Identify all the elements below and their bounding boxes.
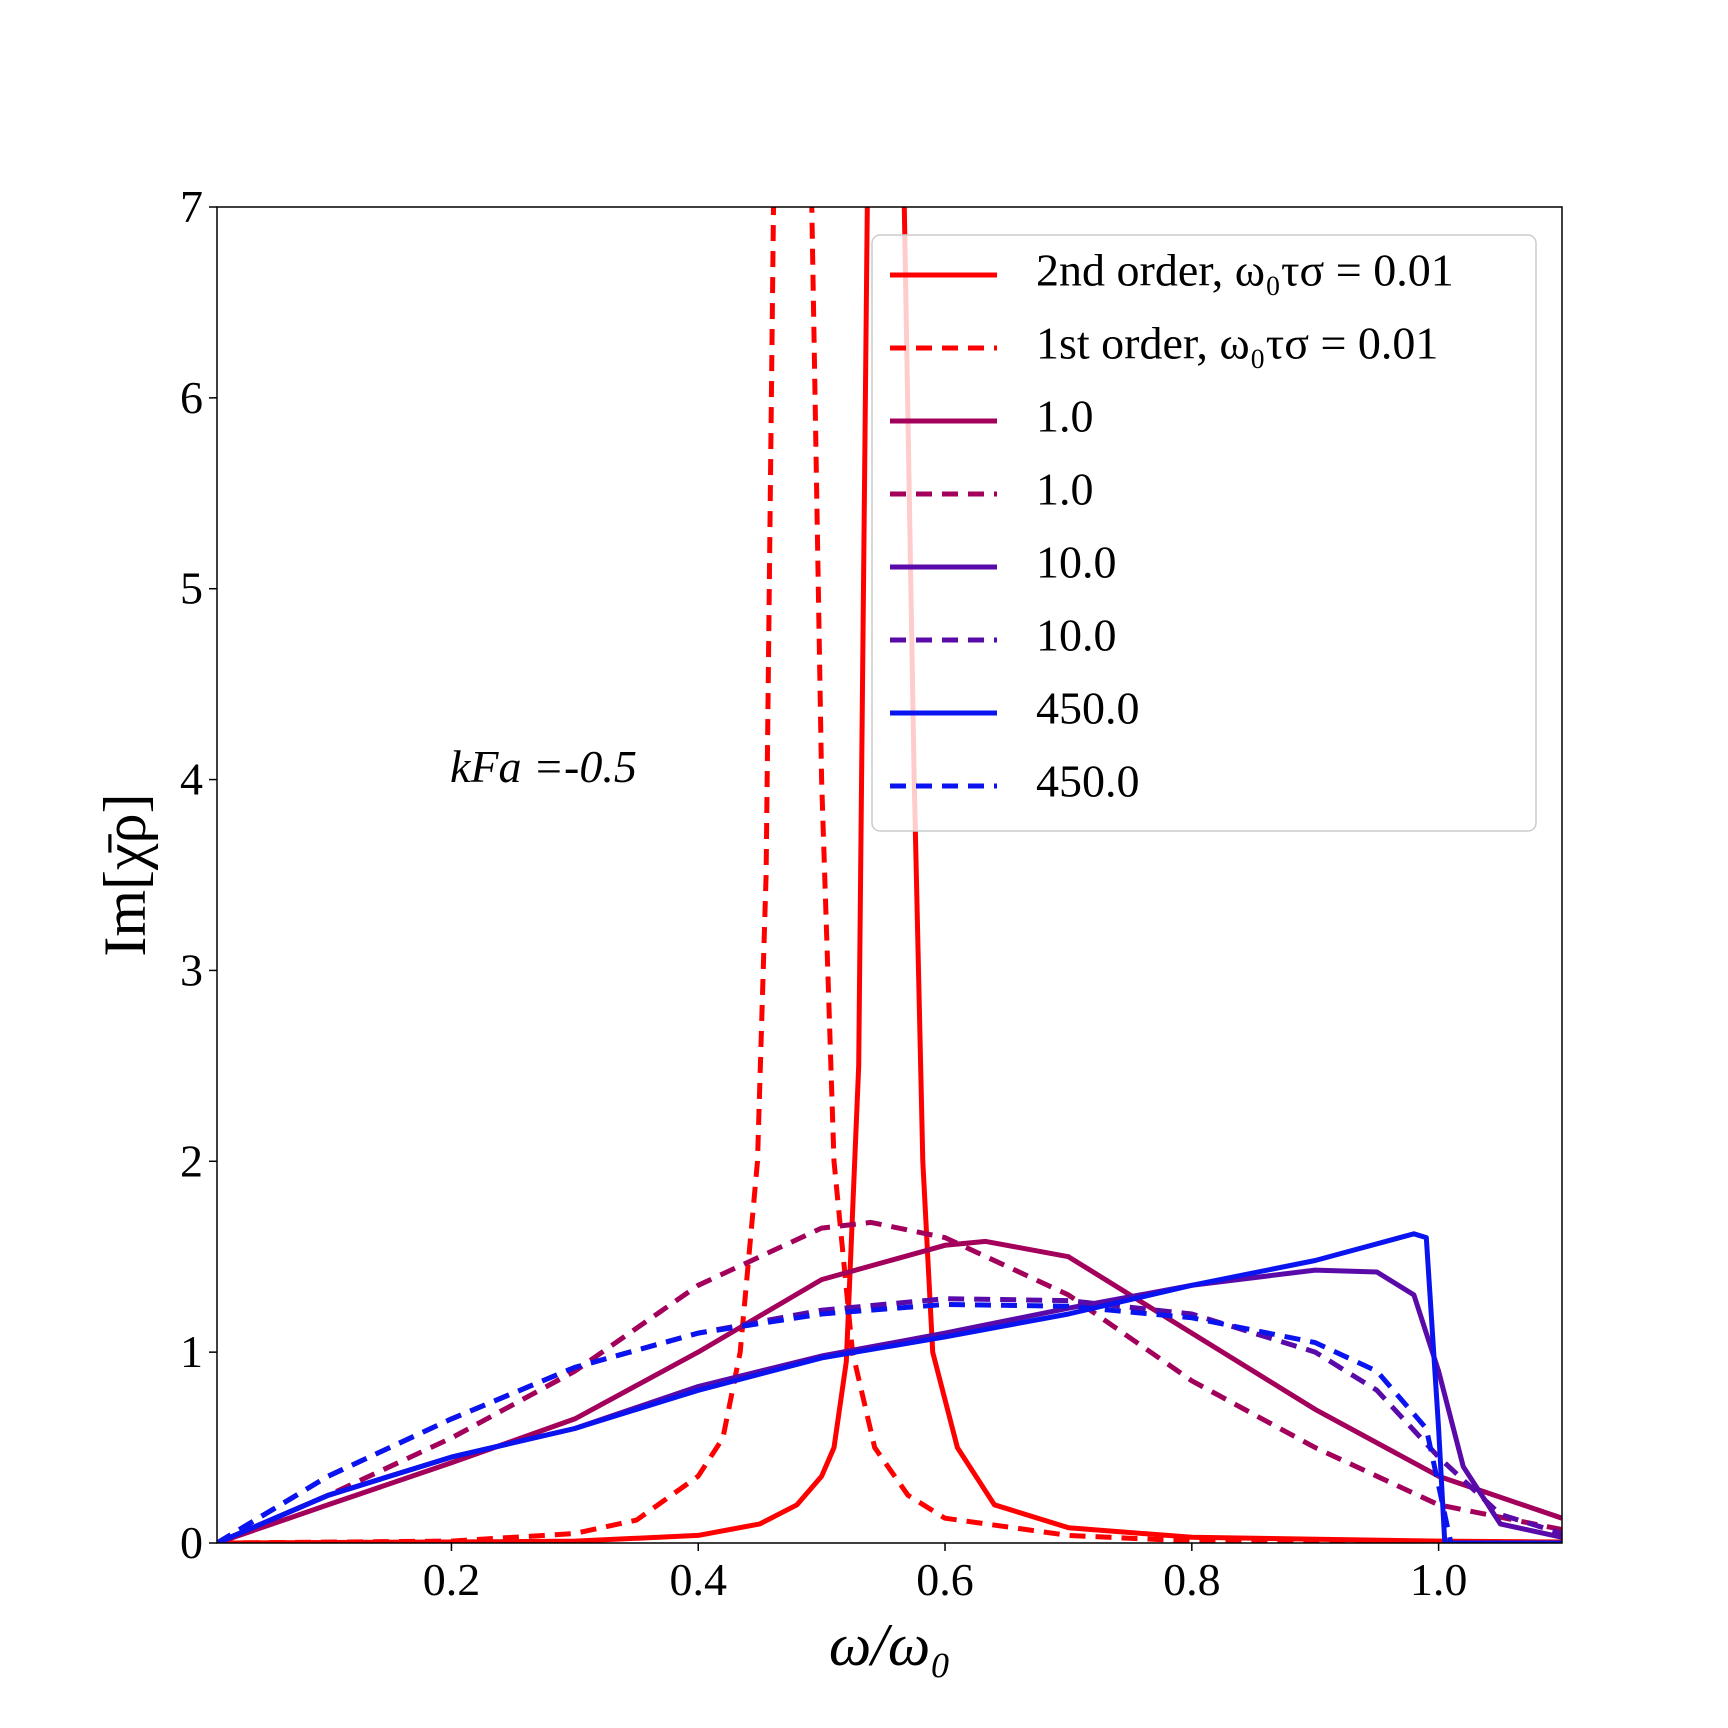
- x-tick-label: 0.8: [1163, 1554, 1221, 1605]
- y-tick-label: 3: [180, 944, 203, 995]
- series-line: [217, 207, 1562, 1543]
- series-line: [217, 1238, 1562, 1543]
- y-tick-label: 1: [180, 1326, 203, 1377]
- x-tick-label: 1.0: [1410, 1554, 1468, 1605]
- legend-label: 450.0: [1036, 756, 1140, 807]
- legend-label: 1.0: [1036, 391, 1094, 442]
- x-tick-label: 0.6: [916, 1554, 974, 1605]
- y-tick-label: 0: [180, 1517, 203, 1568]
- x-tick-label: 0.2: [423, 1554, 481, 1605]
- legend-label: 1st order, ω₀τσ = 0.01: [1036, 318, 1438, 369]
- series-line: [217, 1231, 1562, 1543]
- y-tick-label: 7: [180, 181, 203, 232]
- y-tick-label: 5: [180, 563, 203, 614]
- x-tick-label: 0.4: [669, 1554, 727, 1605]
- y-tick-label: 4: [180, 754, 203, 805]
- x-axis-label: ω/ω₀: [829, 1612, 951, 1678]
- plot-frame: [216, 206, 1563, 1544]
- series-line: [217, 1219, 1562, 1543]
- legend-label: 10.0: [1036, 610, 1117, 661]
- series-line: [217, 1301, 1562, 1543]
- y-axis-label: Im[χ̄ρ]: [92, 793, 158, 956]
- y-tick-label: 6: [180, 372, 203, 423]
- legend-label: 10.0: [1036, 537, 1117, 588]
- annotation: kFa =-0.5: [450, 741, 637, 792]
- legend-label: 1.0: [1036, 464, 1094, 515]
- series-line: [217, 207, 1562, 1543]
- legend-label: 450.0: [1036, 683, 1140, 734]
- plot-area: [217, 207, 1562, 1543]
- legend-label: 2nd order, ω₀τσ = 0.01: [1036, 245, 1454, 296]
- y-tick-label: 2: [180, 1135, 203, 1186]
- legend-box: [871, 234, 1537, 832]
